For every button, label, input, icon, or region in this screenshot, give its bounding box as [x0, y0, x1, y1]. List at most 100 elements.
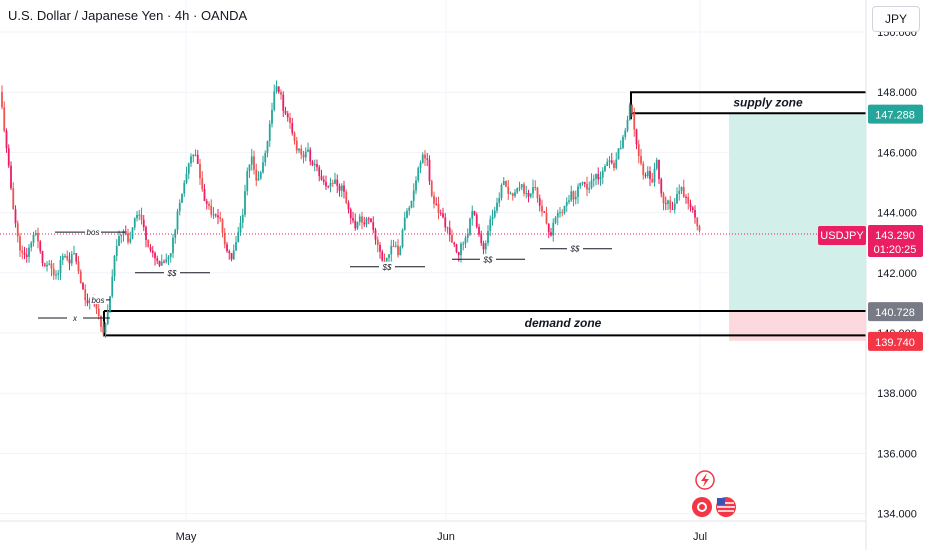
candle-body	[651, 178, 654, 183]
candle-body	[12, 188, 15, 210]
target-profit-box[interactable]	[729, 113, 866, 312]
candle-body	[446, 227, 449, 229]
price-grid	[0, 0, 866, 521]
candle-body	[421, 154, 424, 163]
candle-body	[408, 207, 411, 211]
candle-body	[268, 123, 271, 142]
candle-body	[372, 222, 375, 230]
candle-body	[511, 193, 514, 197]
time-axis-ticks[interactable]: May Jun Jul	[176, 531, 707, 543]
candle-body	[345, 191, 348, 203]
candle-body	[244, 191, 246, 215]
y-tick-label: 134.000	[877, 509, 917, 521]
candle-body	[574, 196, 577, 200]
candle-body	[109, 296, 111, 312]
candle-body	[68, 259, 71, 264]
candle-body	[10, 165, 12, 189]
candle-body	[7, 148, 10, 166]
candle-body	[84, 289, 87, 301]
candle-body	[354, 220, 357, 229]
candle-body	[41, 251, 44, 264]
candle-body	[507, 186, 510, 194]
candle-body	[295, 140, 298, 151]
candles[interactable]	[1, 80, 701, 338]
candle-body	[662, 193, 665, 204]
candle-body	[433, 195, 435, 204]
candle-body	[343, 185, 345, 192]
candle-body	[592, 178, 595, 181]
candle-body	[185, 173, 188, 183]
candle-body	[655, 159, 658, 169]
candle-body	[88, 298, 91, 304]
candle-body	[525, 192, 528, 194]
candle-body	[451, 234, 453, 243]
candle-body	[163, 261, 165, 263]
candle-body	[115, 245, 118, 256]
candle-body	[237, 232, 240, 243]
candle-body	[203, 189, 206, 202]
candle-body	[75, 253, 78, 262]
candle-body	[469, 218, 471, 235]
candle-body	[307, 149, 309, 152]
symbol-tag[interactable]: USDJPY	[818, 226, 866, 245]
candle-body	[140, 214, 143, 220]
demand-zone-label: demand zone	[525, 316, 602, 330]
candle-body	[336, 179, 339, 186]
candle-body	[322, 179, 325, 182]
candle-body	[349, 209, 352, 219]
price-axis[interactable]	[866, 0, 932, 550]
candle-body	[538, 198, 541, 206]
candle-body	[590, 180, 593, 189]
candle-body	[313, 164, 316, 166]
demand-zone-outline[interactable]	[103, 311, 866, 337]
candle-body	[419, 162, 422, 168]
candle-body	[32, 234, 35, 243]
candle-body	[588, 188, 591, 190]
candle-body	[169, 253, 172, 257]
candle-body	[518, 187, 521, 189]
target-price-label: 147.288	[875, 110, 915, 122]
price-labels: 147.288 143.290 01:20:25 140.728 139.740	[868, 104, 923, 351]
annotation-label: bos	[92, 296, 105, 305]
candle-body	[79, 271, 82, 284]
candle-body	[37, 233, 39, 242]
annotation-bg	[67, 312, 83, 322]
x-tick-label: May	[176, 531, 197, 543]
candle-body	[167, 256, 170, 260]
candle-body	[39, 241, 42, 252]
candle-body	[581, 182, 584, 184]
candle-body	[129, 238, 132, 243]
entry-price-label: 140.728	[875, 307, 915, 319]
candle-body	[275, 86, 278, 92]
candle-body	[496, 202, 498, 211]
candle-body	[694, 209, 696, 218]
candle-body	[480, 234, 483, 244]
us-flag-icon[interactable]	[716, 497, 736, 517]
candle-body	[689, 203, 692, 208]
candle-body	[214, 214, 217, 216]
record-icon[interactable]	[692, 497, 712, 517]
candle-body	[599, 177, 602, 180]
candle-body	[622, 136, 624, 148]
currency-button[interactable]: JPY	[872, 6, 920, 32]
candle-body	[426, 158, 429, 160]
flash-icon[interactable]	[695, 470, 715, 490]
candle-body	[318, 167, 321, 177]
candle-body	[484, 243, 487, 250]
candle-body	[304, 151, 307, 158]
candle-body	[111, 276, 114, 297]
candle-body	[192, 154, 195, 157]
candle-body	[266, 141, 269, 153]
candle-body	[147, 239, 150, 248]
candle-body	[466, 234, 469, 239]
candle-body	[392, 246, 395, 248]
supply-zone-outline[interactable]	[630, 91, 866, 120]
candle-body	[228, 251, 231, 254]
symbol-tag-text: USDJPY	[820, 230, 864, 242]
candle-body	[122, 231, 125, 235]
candle-body	[196, 154, 199, 164]
candle-body	[547, 223, 550, 233]
candle-body	[104, 323, 107, 333]
candle-body	[25, 254, 28, 257]
